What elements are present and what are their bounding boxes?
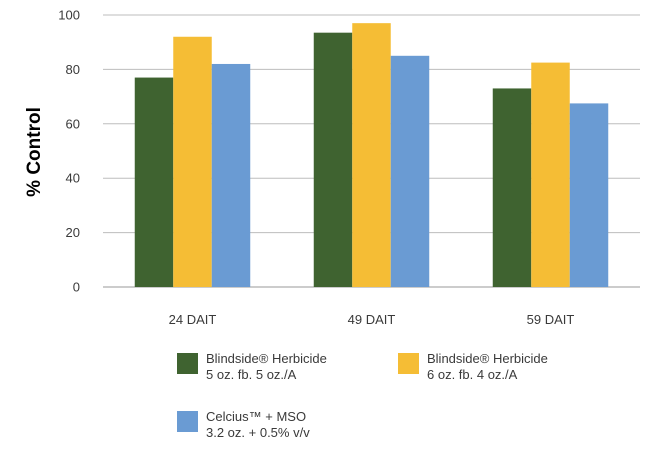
y-tick-label: 100 (58, 8, 80, 23)
legend-label-series-1-line1: Blindside® Herbicide (206, 351, 327, 366)
bar-series-1-24-dait (134, 77, 174, 287)
bar-chart: 0 20 40 60 80 100 24 DAIT 49 DAIT 59 DAIT % Con… (24, 8, 640, 327)
x-tick-label: 59 DAIT (527, 312, 575, 327)
legend-swatch-series-3 (177, 411, 198, 432)
bar-series-1-49-dait (313, 32, 353, 288)
bar-series-2-49-dait (352, 23, 391, 287)
legend-label-series-3-line1: Celcius™ + MSO (206, 409, 307, 424)
y-axis-label: % Control (24, 107, 45, 197)
legend-swatch-series-2 (398, 353, 419, 374)
y-tick-labels: 0 20 40 60 80 100 (58, 8, 80, 295)
legend-swatch-series-1 (177, 353, 198, 374)
y-tick-label: 40 (66, 171, 80, 186)
legend-item-series-2: Blindside® Herbicide 6 oz. fb. 4 oz./A (398, 351, 548, 383)
bar-series-3-59-dait (569, 103, 609, 288)
legend-label-series-3-line2: 3.2 oz. + 0.5% v/v (206, 425, 310, 440)
x-tick-label: 24 DAIT (169, 312, 217, 327)
x-tick-labels: 24 DAIT 49 DAIT 59 DAIT (169, 312, 575, 327)
legend-label-series-2-line2: 6 oz. fb. 4 oz./A (427, 367, 518, 382)
legend-label-series-2-line1: Blindside® Herbicide (427, 351, 548, 366)
legend-item-series-3: Celcius™ + MSO 3.2 oz. + 0.5% v/v (177, 409, 310, 441)
bar-series-2-59-dait (531, 62, 570, 287)
y-tick-label: 60 (66, 116, 80, 131)
y-tick-label: 80 (66, 62, 80, 77)
legend-label-series-1-line2: 5 oz. fb. 5 oz./A (206, 367, 297, 382)
bar-series-3-49-dait (390, 55, 430, 287)
bar-series-3-24-dait (211, 63, 251, 288)
bar-series-1-59-dait (492, 88, 532, 287)
y-tick-label: 20 (66, 225, 80, 240)
y-tick-label: 0 (73, 280, 80, 295)
legend-item-series-1: Blindside® Herbicide 5 oz. fb. 5 oz./A (177, 351, 327, 383)
bar-series-2-24-dait (173, 36, 212, 288)
bars (134, 23, 609, 288)
x-tick-label: 49 DAIT (348, 312, 396, 327)
